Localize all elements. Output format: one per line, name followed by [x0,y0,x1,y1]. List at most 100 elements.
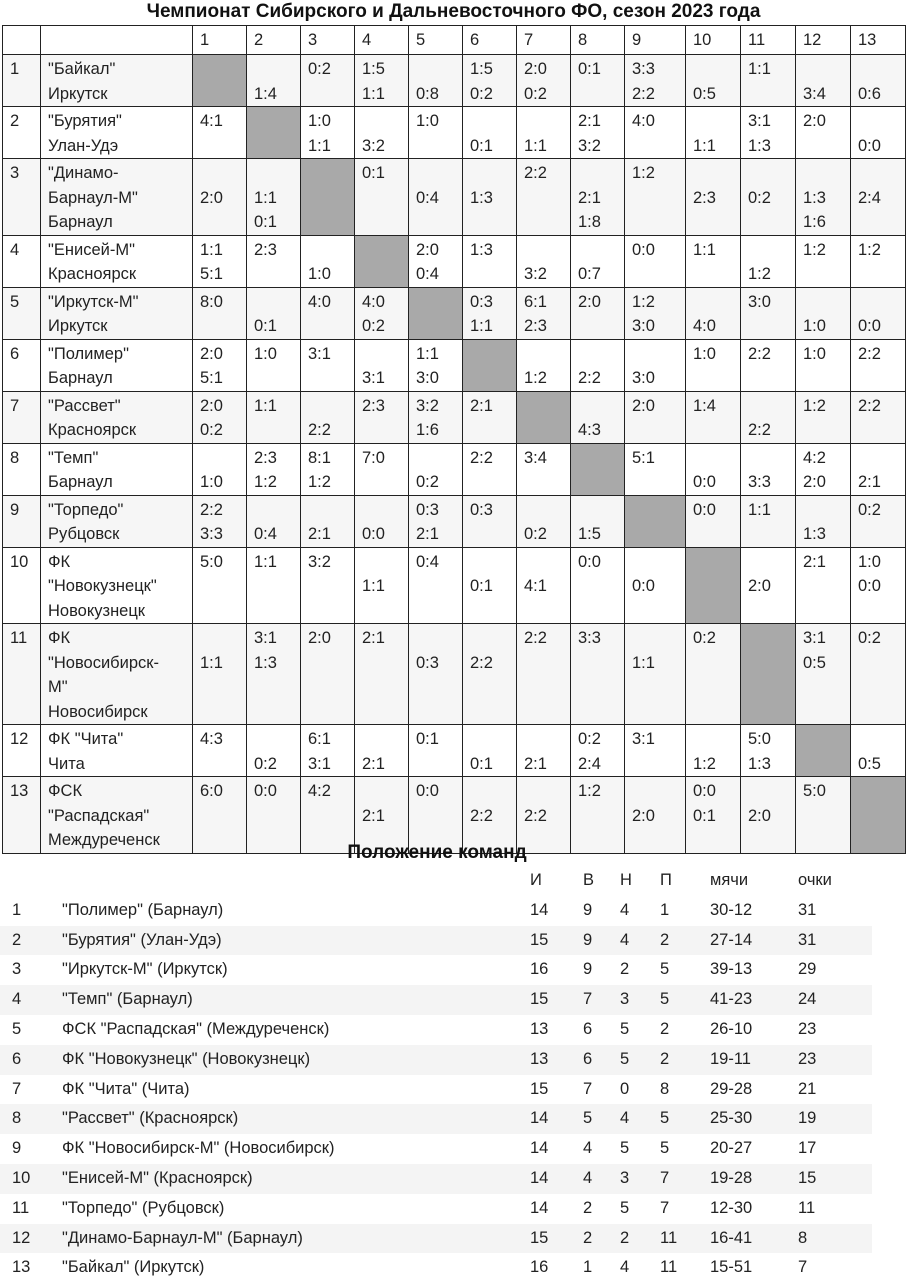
score [578,161,624,186]
score: 3:2 [416,396,439,415]
score: 0:2 [858,500,881,519]
score-cell: 0:5 [685,54,741,107]
score: 1:3 [254,653,277,672]
score-cell: 1:0 [300,234,355,288]
team-name: ФК "Чита" Чита [40,724,193,777]
score: 3:2 [578,136,601,155]
score-cell: 0:2 [850,623,906,725]
standings-row: 5 ФСК "Распадская" (Междуреченск) 13 6 5 2 26-… [0,1015,872,1045]
score: 3:1 [254,629,277,647]
team-name-line: Барнаул [48,369,113,387]
score [200,446,246,471]
score: 3:0 [632,369,655,387]
score-cell: 0:3 1:1 [462,286,517,340]
score [803,366,850,390]
team-name: ФСК "Распадская" (Междуреченск) [62,1019,330,1038]
score-cell: 2:2 [570,338,625,392]
score-cell: 2:1 [354,776,409,854]
score: 3:4 [803,84,826,103]
standings-value: 3 [620,990,630,1009]
score-cell: 3:0 [624,338,686,392]
standings-value: 14 [530,1168,549,1187]
score: 1:1 [254,396,277,415]
standings-row: 12 "Динамо-Барнаул-М" (Барнаул) 15 2 2 11 16-4… [0,1223,872,1254]
team-name: "Бурятия" Улан-Удэ [40,106,193,159]
team-name-line: "Бурятия" [48,112,122,130]
score-cell: 1:3 [462,158,517,236]
score: 4:0 [308,292,331,311]
score: 1:3 [470,240,493,259]
standings-value: 17 [798,1139,817,1158]
score: 0:0 [632,240,655,259]
score-cell: 2:2 [300,390,355,444]
score: 2:2 [578,369,601,387]
standings-value: 1 [660,900,670,919]
team-name: ФК "Новосибирск-М" (Новосибирск) [62,1139,335,1158]
row-number: 4 [2,234,41,288]
score [803,498,850,523]
score [748,82,795,106]
standings-row: 1 "Полимер" (Барнаул) 14 9 4 1 30-12 31 [0,896,872,926]
row-number: 7 [2,390,41,444]
table-row: 5 "Иркутск-М" Иркутск 8:0 0:1 4:0 4:0 0:2 0:3 1… [2,286,906,340]
standings-value: 16 [530,1258,549,1277]
score-cell: 3:2 [516,234,571,288]
score-cell: 2:1 3:2 [570,106,625,159]
score [578,238,624,263]
score [254,727,300,752]
score-cell: 5:0 [192,546,247,624]
score-cell: 3:0 [740,286,796,340]
score [748,446,795,471]
score: 0:0 [578,552,601,571]
score: 0:4 [416,552,439,571]
score: 3:2 [362,136,385,155]
standings-row: 4 "Темп" (Барнаул) 15 7 3 5 41-23 24 [0,985,872,1015]
standings-value: 14 [530,1139,549,1158]
score: 1:1 [254,188,277,207]
team-name-line: ФК [48,552,71,571]
score [308,498,354,523]
standings-row: 3 "Иркутск-М" (Иркутск) 16 9 2 5 39-13 29 [0,955,872,985]
score [200,626,246,651]
score: 2:2 [470,653,493,672]
score: 1:2 [803,396,826,415]
score: 0:0 [858,136,881,155]
score-cell: 1:1 [740,54,796,107]
score: 0:2 [308,60,331,78]
score [748,550,795,575]
score [803,418,850,442]
column-header: 11 [740,25,796,55]
score-cell: 3:3 [740,442,796,496]
score-cell: 2:0 [192,158,247,236]
team-name-line: М" [48,678,68,696]
score [200,134,246,158]
score: 2:0 [748,806,771,825]
score [524,342,570,367]
score-cell: 1:0 [246,338,301,392]
score-cell: 2:4 [850,158,906,236]
score: 2:2 [748,421,771,439]
score-cell: 2:0 [795,106,851,159]
row-number: 12 [2,724,41,777]
score: 1:1 [200,653,223,672]
score-cell: 0:3 [462,494,517,548]
standings-value: 7 [798,1258,808,1277]
diagonal-cell [685,546,741,624]
score [858,418,905,442]
score: 1:2 [632,164,655,182]
score [470,626,516,651]
score: 0:0 [693,500,716,519]
score-cell: 0:0 [624,234,686,288]
team-name: "Иркутск-М" (Иркутск) [62,960,228,979]
standings-value: 19 [798,1109,817,1128]
score [254,498,300,523]
standings-value: 14 [530,1109,549,1128]
column-header: 5 [408,25,463,55]
team-name: "Темп" (Барнаул) [62,990,193,1009]
score: 3:1 [308,344,331,363]
score: 2:2 [858,344,881,363]
row-number: 5 [2,286,41,340]
score-cell: 1:1 [246,390,301,444]
score: 1:1 [254,552,277,571]
score: 2:0 [748,577,771,595]
